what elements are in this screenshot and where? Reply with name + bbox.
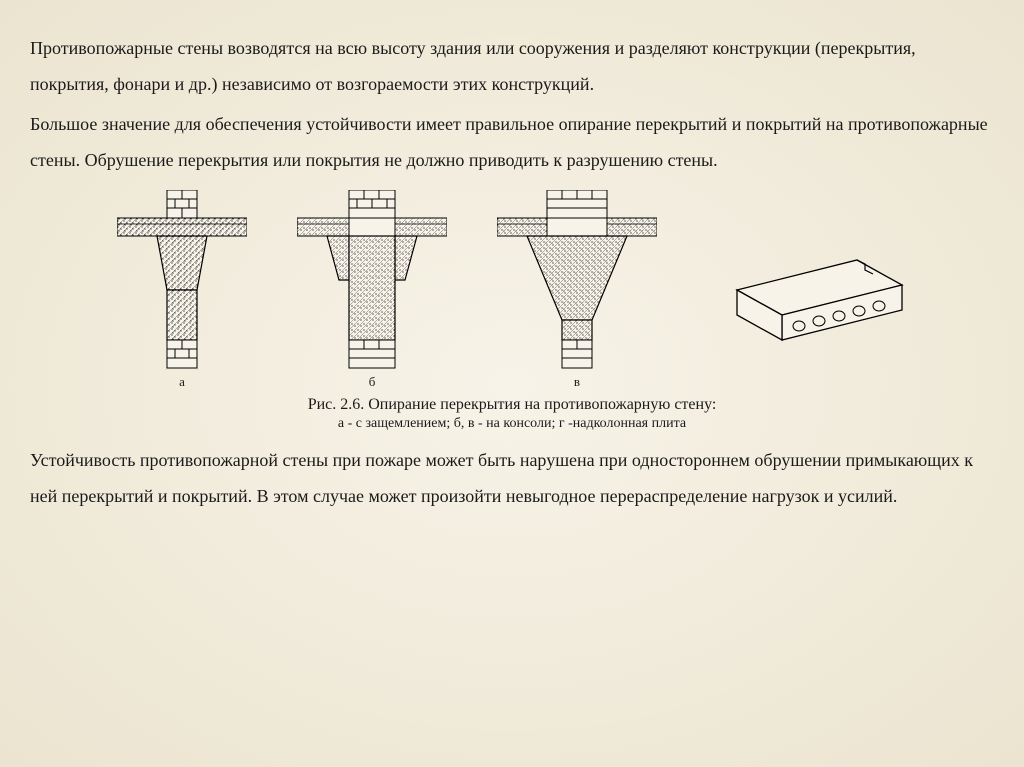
diagram-d [707, 250, 907, 390]
label-b: б [369, 374, 376, 390]
document-page: Противопожарные стены возводятся на всю … [0, 0, 1024, 514]
label-d [805, 374, 808, 390]
section-c-icon [497, 190, 657, 370]
slab-isometric-icon [707, 250, 907, 370]
paragraph-3: Устойчивость противопожарной стены при п… [30, 442, 994, 514]
paragraph-1: Противопожарные стены возводятся на всю … [30, 30, 994, 102]
label-a: а [179, 374, 185, 390]
figure-block: а [30, 190, 994, 432]
diagram-a: а [117, 190, 247, 390]
section-b-icon [297, 190, 447, 370]
label-c: в [574, 374, 580, 390]
diagram-row: а [30, 190, 994, 390]
figure-caption-main: Рис. 2.6. Опирание перекрытия на противо… [30, 396, 994, 414]
figure-caption-sub: а - с защемлением; б, в - на консоли; г … [30, 416, 994, 432]
diagram-b: б [297, 190, 447, 390]
paragraph-2: Большое значение для обеспечения устойчи… [30, 106, 994, 178]
section-a-icon [117, 190, 247, 370]
diagram-c: в [497, 190, 657, 390]
